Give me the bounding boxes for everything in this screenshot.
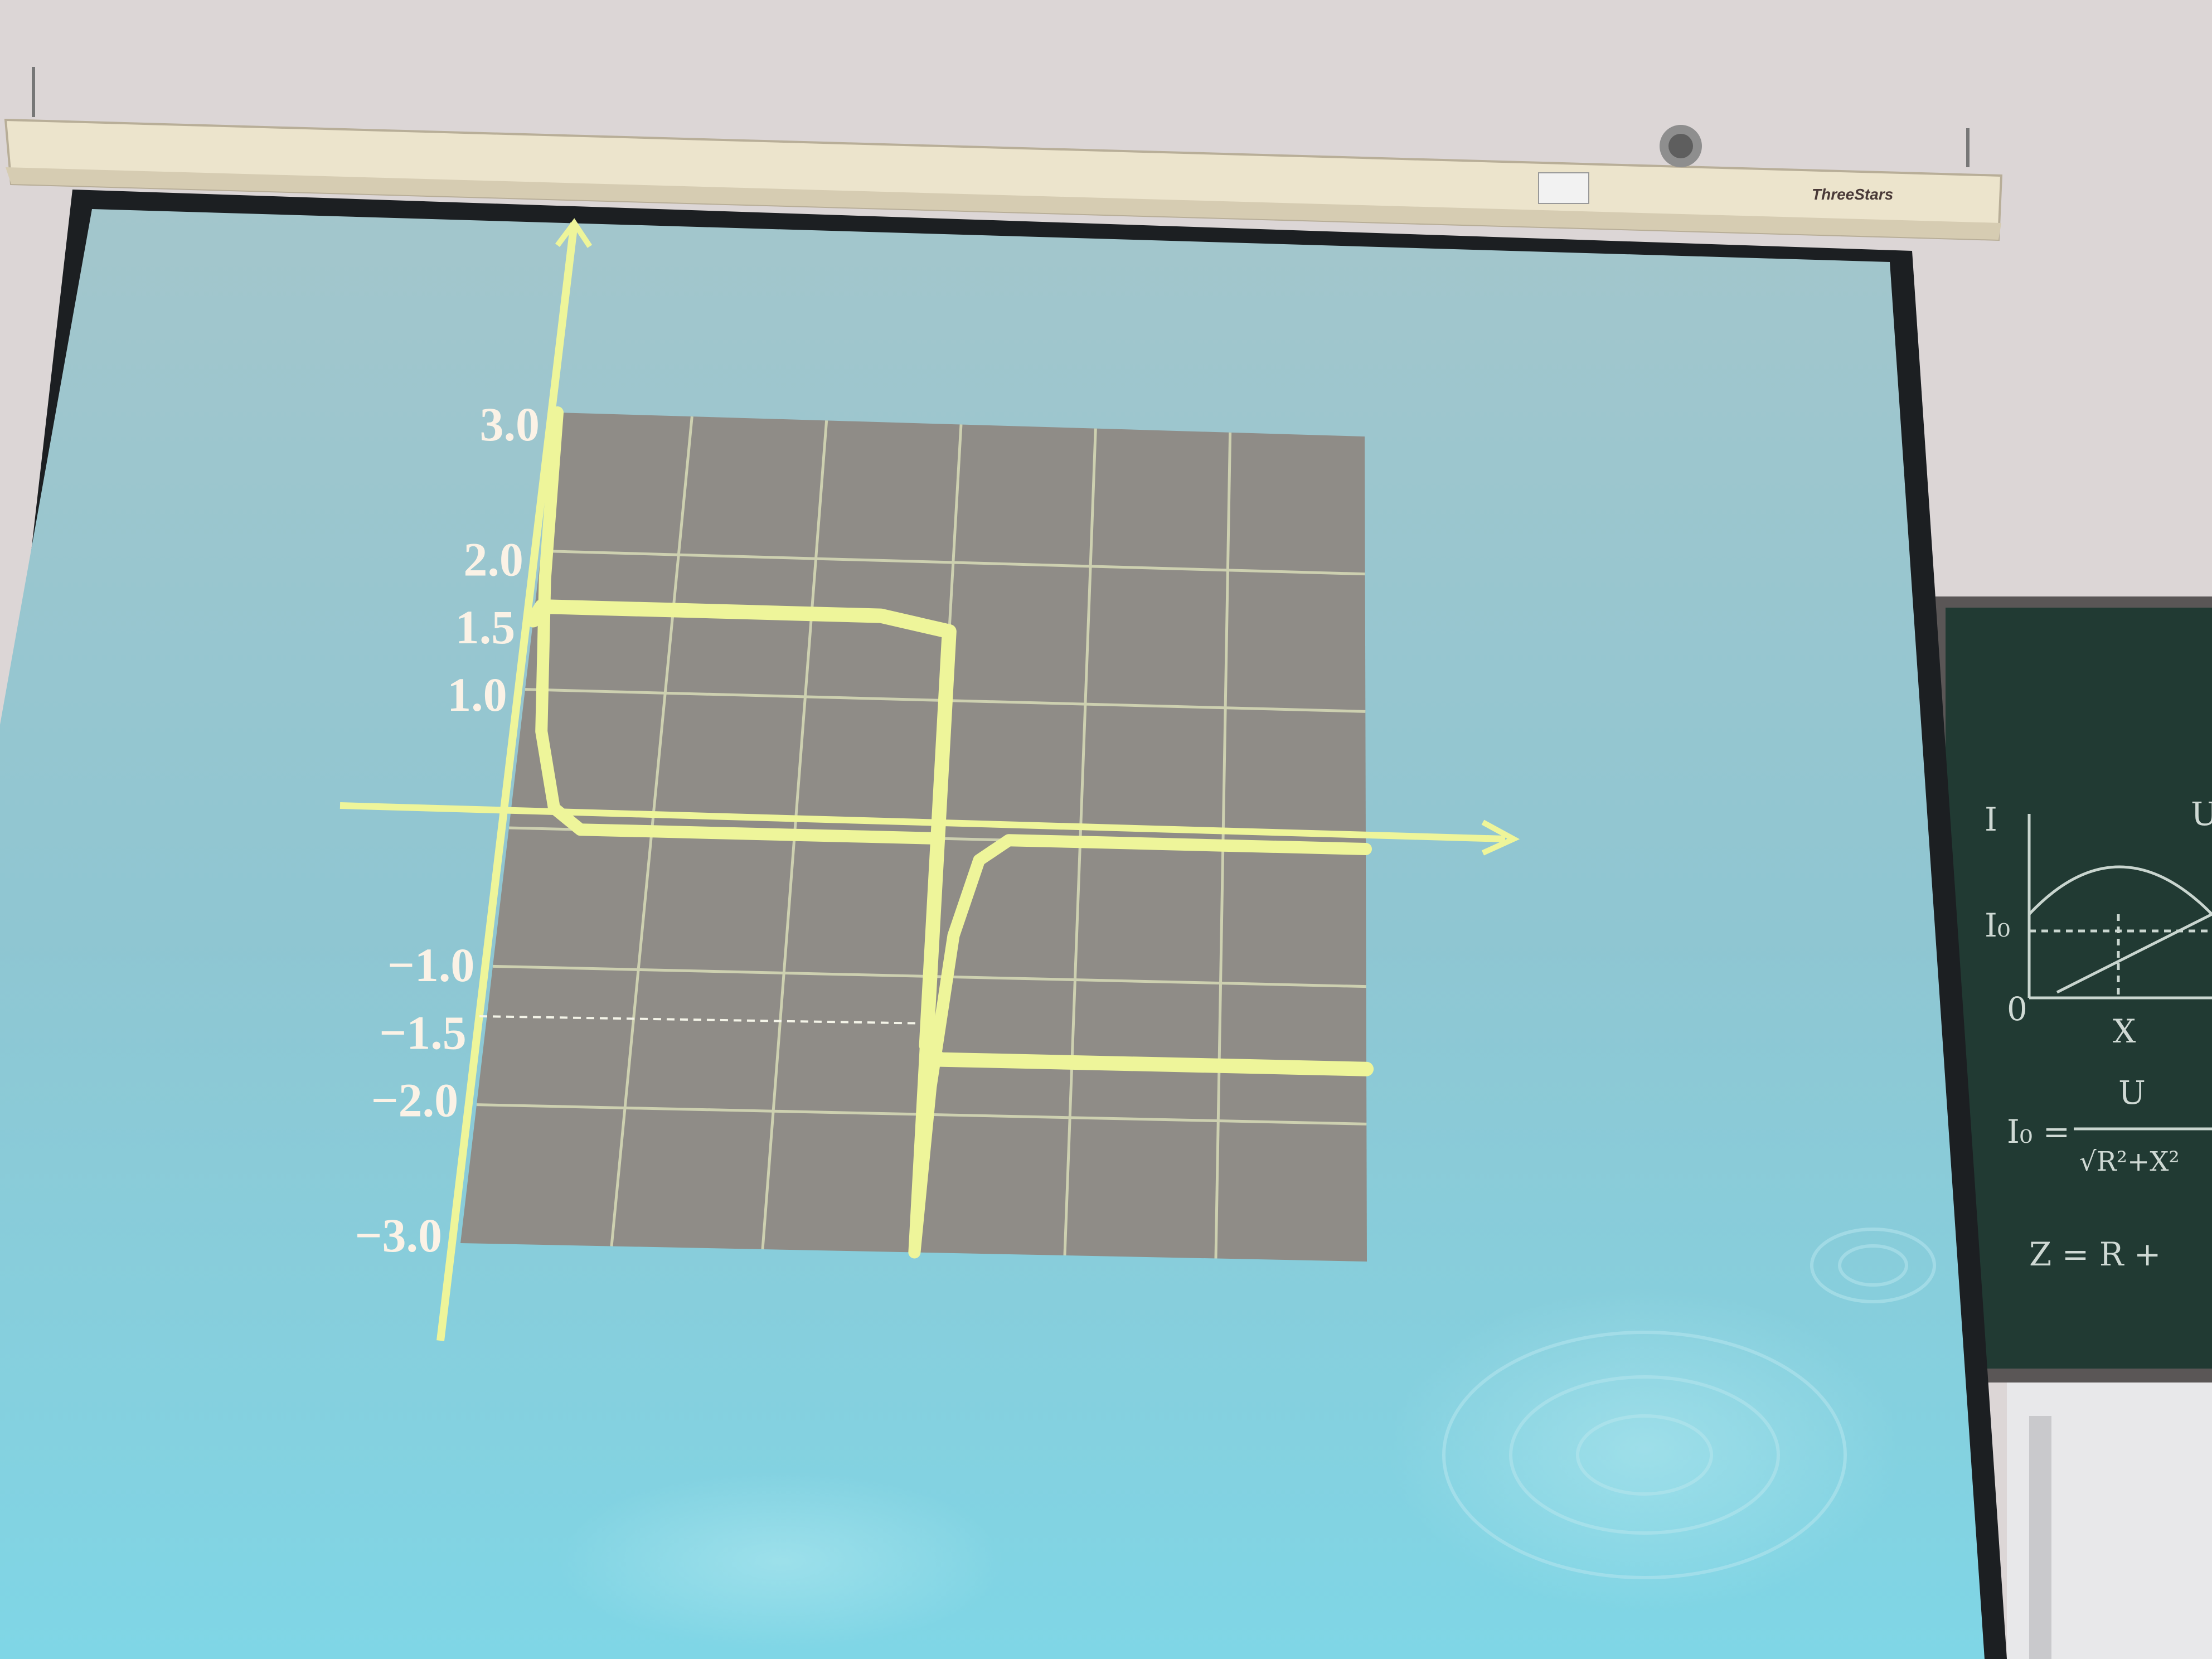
screen-housing: ThreeStars xyxy=(4,67,2003,241)
blackboard-origin-label: 0 xyxy=(2007,990,2027,1028)
blackboard-formula-den: √R²+X² xyxy=(2079,1146,2180,1177)
blackboard-formula-line2: Z = R + xyxy=(2029,1235,2161,1273)
waveform-trace-2 xyxy=(535,406,1372,1259)
blackboard-u-label: U xyxy=(2191,795,2212,833)
waveform-chart: 3.0 2.0 1.5 1.0 −1.0 −1.5 −2.0 −3.0 xyxy=(339,218,1520,1341)
blackboard-formula-lhs: I₀ = xyxy=(2007,1113,2070,1151)
blackboard-i-label: I xyxy=(1985,801,1997,838)
x-axis xyxy=(339,802,1506,842)
blackboard-i0-label: I₀ xyxy=(1985,906,2010,944)
ripple-decoration xyxy=(1388,1288,1901,1611)
blackboard-formula-num: U xyxy=(2118,1074,2146,1112)
waveform-trace-1 xyxy=(526,599,1374,1076)
y-axis-arrow xyxy=(555,218,593,248)
blackboard-x-label: X xyxy=(2113,1012,2136,1050)
y-tick-label: 3.0 xyxy=(480,397,540,451)
screen-brand-label: ThreeStars xyxy=(1812,186,1893,203)
y-tick-label: 1.0 xyxy=(447,668,507,721)
y-tick-label: 2.0 xyxy=(463,533,523,586)
y-tick-label: −3.0 xyxy=(355,1209,442,1262)
y-tick-label: −1.5 xyxy=(379,1006,467,1059)
y-tick-label: −2.0 xyxy=(371,1074,459,1127)
blackboard: I U I₀ 0 X I₀ = U √R²+X² Z = R + xyxy=(1934,596,2212,1382)
minus-1p5-guide xyxy=(479,1015,932,1025)
waveform-traces xyxy=(526,406,1374,1259)
x-axis-arrow xyxy=(1481,819,1520,856)
y-axis xyxy=(436,222,578,1341)
y-tick-labels: 3.0 2.0 1.5 1.0 −1.0 −1.5 −2.0 −3.0 xyxy=(355,397,540,1262)
y-tick-label: 1.5 xyxy=(455,600,516,654)
y-tick-label: −1.0 xyxy=(387,938,475,992)
door-frame xyxy=(2029,1416,2051,1659)
grid-line-horizontal xyxy=(541,549,1365,576)
